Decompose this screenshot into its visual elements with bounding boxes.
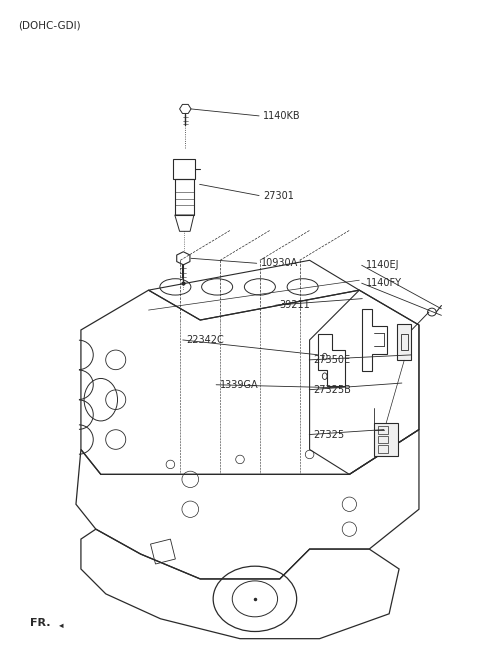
Polygon shape xyxy=(397,323,411,360)
Text: 10930A: 10930A xyxy=(261,258,298,268)
Text: 27350E: 27350E xyxy=(313,355,350,365)
Text: 1140KB: 1140KB xyxy=(263,111,300,121)
Text: 1339GA: 1339GA xyxy=(220,380,259,390)
Text: 1140FY: 1140FY xyxy=(365,278,401,288)
Text: 39211: 39211 xyxy=(280,300,311,310)
Text: FR.: FR. xyxy=(30,618,50,628)
Polygon shape xyxy=(374,423,398,456)
Text: (DOHC-GDI): (DOHC-GDI) xyxy=(18,21,81,31)
Text: 1140EJ: 1140EJ xyxy=(365,260,399,270)
Text: 22342C: 22342C xyxy=(187,335,224,345)
Text: 27301: 27301 xyxy=(263,190,294,201)
Text: 27325B: 27325B xyxy=(313,384,351,395)
Text: 27325: 27325 xyxy=(313,430,344,440)
